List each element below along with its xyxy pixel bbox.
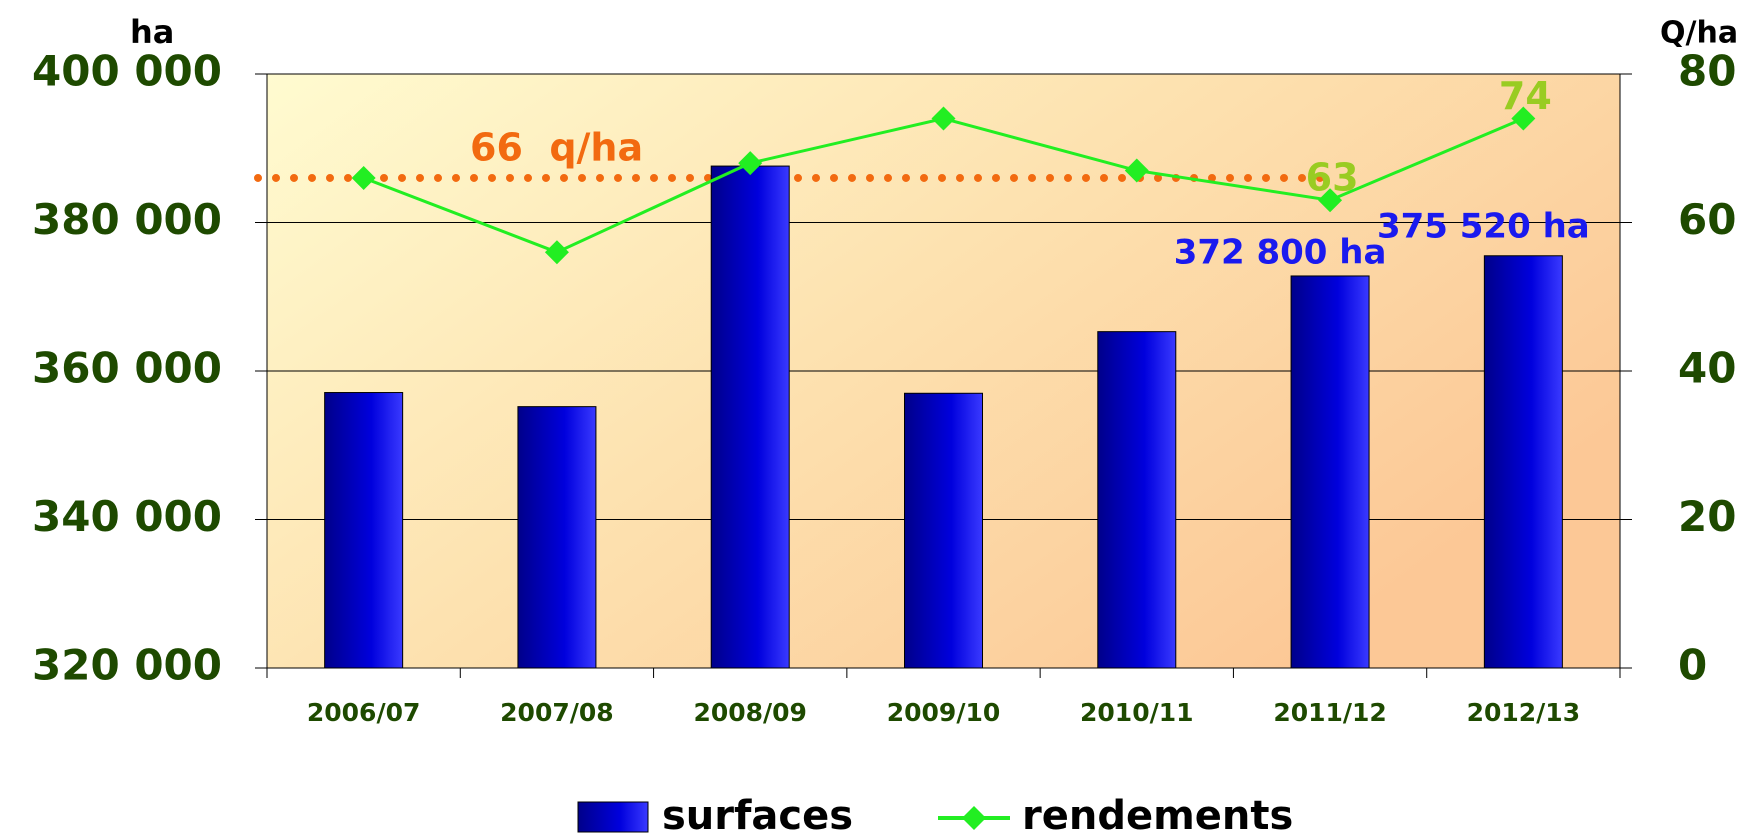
bar (517, 406, 597, 669)
bar (324, 392, 404, 669)
y-tick-label: 340 000 (32, 492, 222, 541)
bar (1097, 331, 1177, 669)
x-tick-label: 2012/13 (1467, 698, 1581, 727)
data-label: 63 (1306, 156, 1359, 200)
data-label: 375 520 ha (1377, 206, 1590, 246)
legend-label: surfaces (662, 793, 853, 835)
x-tick-label: 2011/12 (1273, 698, 1387, 727)
y-tick-label: 380 000 (32, 195, 222, 244)
bar (710, 165, 790, 669)
marker (738, 151, 763, 176)
x-tick-label: 2007/08 (500, 698, 614, 727)
marker (1511, 106, 1536, 131)
legend-label: rendements (1022, 793, 1293, 835)
y-tick-label: 400 000 (32, 47, 222, 96)
x-tick-label: 2008/09 (693, 698, 807, 727)
data-label: 74 (1499, 74, 1552, 118)
y2-tick-label: 20 (1678, 492, 1736, 541)
marker (1124, 158, 1149, 183)
legend-marker (962, 806, 986, 830)
x-tick-label: 2009/10 (887, 698, 1001, 727)
marker (931, 106, 956, 131)
marker (1318, 188, 1343, 213)
y-axis-title: ha (130, 13, 174, 51)
y2-tick-label: 60 (1678, 195, 1736, 244)
marker (351, 165, 376, 190)
y2-tick-label: 0 (1678, 641, 1707, 690)
y2-tick-label: 40 (1678, 344, 1736, 393)
annotation: 66 q/ha (470, 125, 643, 169)
bar (1483, 255, 1563, 669)
y-tick-label: 360 000 (32, 344, 222, 393)
y2-axis-title: Q/ha (1660, 16, 1738, 51)
x-tick-label: 2010/11 (1080, 698, 1194, 727)
bar (904, 392, 983, 669)
bar (1290, 275, 1370, 669)
y2-tick-label: 80 (1678, 47, 1736, 96)
legend-swatch (577, 801, 649, 833)
data-label: 372 800 ha (1174, 232, 1387, 272)
y-tick-label: 320 000 (32, 641, 222, 690)
x-tick-label: 2006/07 (307, 698, 421, 727)
marker (544, 240, 569, 265)
